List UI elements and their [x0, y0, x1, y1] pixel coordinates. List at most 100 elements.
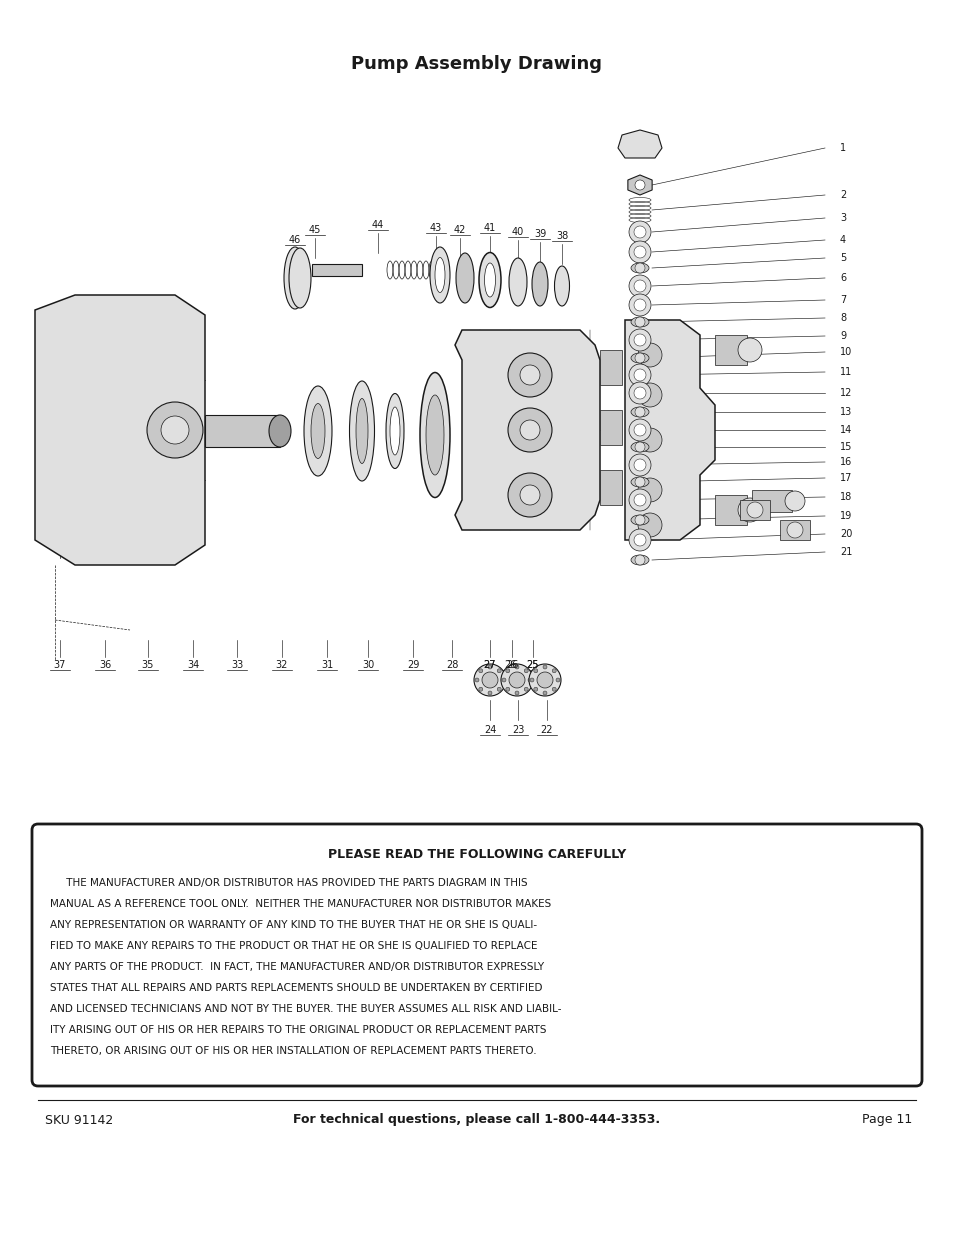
Text: 39: 39: [534, 228, 545, 240]
Circle shape: [634, 459, 645, 471]
Text: SKU 91142: SKU 91142: [45, 1114, 113, 1126]
Circle shape: [628, 529, 650, 551]
Text: 26: 26: [505, 659, 517, 671]
Circle shape: [634, 387, 645, 399]
Circle shape: [634, 369, 645, 382]
Circle shape: [507, 353, 552, 396]
Circle shape: [534, 669, 537, 673]
Polygon shape: [455, 330, 599, 530]
Text: FIED TO MAKE ANY REPAIRS TO THE PRODUCT OR THAT HE OR SHE IS QUALIFIED TO REPLAC: FIED TO MAKE ANY REPAIRS TO THE PRODUCT …: [50, 941, 537, 951]
Circle shape: [638, 478, 661, 501]
Text: 26: 26: [503, 659, 516, 671]
Circle shape: [628, 489, 650, 511]
Circle shape: [634, 424, 645, 436]
Circle shape: [515, 692, 518, 695]
Circle shape: [628, 419, 650, 441]
Circle shape: [628, 241, 650, 263]
Circle shape: [497, 687, 500, 692]
Circle shape: [635, 180, 644, 190]
Circle shape: [537, 672, 553, 688]
Bar: [599, 471, 621, 505]
Ellipse shape: [289, 248, 311, 308]
Text: 19: 19: [840, 511, 851, 521]
Text: 24: 24: [483, 725, 496, 735]
Text: 3: 3: [840, 212, 845, 224]
Text: 34: 34: [187, 659, 199, 671]
Circle shape: [500, 678, 504, 682]
Circle shape: [638, 343, 661, 367]
Ellipse shape: [430, 247, 450, 303]
Ellipse shape: [509, 258, 526, 306]
Text: 14: 14: [840, 425, 851, 435]
Circle shape: [519, 485, 539, 505]
Circle shape: [634, 280, 645, 291]
Circle shape: [527, 678, 532, 682]
Text: 33: 33: [231, 659, 243, 671]
Ellipse shape: [630, 515, 648, 525]
Text: 42: 42: [454, 225, 466, 235]
Circle shape: [530, 678, 534, 682]
Circle shape: [634, 246, 645, 258]
Text: 4: 4: [840, 235, 845, 245]
Circle shape: [628, 221, 650, 243]
Circle shape: [474, 664, 505, 697]
Text: 32: 32: [275, 659, 288, 671]
Text: 9: 9: [840, 331, 845, 341]
Bar: [599, 410, 621, 445]
Ellipse shape: [304, 387, 332, 475]
Text: 21: 21: [840, 547, 851, 557]
Circle shape: [500, 664, 533, 697]
Circle shape: [478, 687, 482, 692]
Text: 27: 27: [483, 659, 496, 671]
Text: 18: 18: [840, 492, 851, 501]
Circle shape: [628, 294, 650, 316]
FancyBboxPatch shape: [32, 824, 921, 1086]
Circle shape: [542, 664, 546, 669]
Text: THERETO, OR ARISING OUT OF HIS OR HER INSTALLATION OF REPLACEMENT PARTS THERETO.: THERETO, OR ARISING OUT OF HIS OR HER IN…: [50, 1046, 536, 1056]
Circle shape: [552, 669, 556, 673]
Polygon shape: [35, 295, 205, 564]
Circle shape: [628, 454, 650, 475]
Bar: [714, 335, 746, 366]
Ellipse shape: [630, 442, 648, 452]
Ellipse shape: [355, 399, 368, 463]
Text: 45: 45: [309, 225, 321, 235]
Text: ANY PARTS OF THE PRODUCT.  IN FACT, THE MANUFACTURER AND/OR DISTRIBUTOR EXPRESSL: ANY PARTS OF THE PRODUCT. IN FACT, THE M…: [50, 962, 543, 972]
Ellipse shape: [386, 394, 403, 468]
Ellipse shape: [269, 415, 291, 447]
Text: 27: 27: [483, 659, 496, 671]
Circle shape: [628, 364, 650, 387]
Ellipse shape: [630, 353, 648, 363]
Text: THE MANUFACTURER AND/OR DISTRIBUTOR HAS PROVIDED THE PARTS DIAGRAM IN THIS: THE MANUFACTURER AND/OR DISTRIBUTOR HAS …: [50, 878, 527, 888]
Circle shape: [475, 678, 478, 682]
Ellipse shape: [554, 266, 569, 306]
Text: 25: 25: [526, 659, 538, 671]
Text: 31: 31: [320, 659, 333, 671]
Circle shape: [488, 664, 492, 669]
Ellipse shape: [284, 247, 306, 309]
Bar: [740, 500, 769, 520]
Text: 29: 29: [406, 659, 418, 671]
Circle shape: [488, 692, 492, 695]
Circle shape: [529, 664, 560, 697]
Circle shape: [515, 664, 518, 669]
Circle shape: [147, 403, 203, 458]
Ellipse shape: [435, 258, 444, 293]
Ellipse shape: [630, 555, 648, 564]
Text: 30: 30: [361, 659, 374, 671]
Circle shape: [635, 442, 644, 452]
Circle shape: [786, 522, 802, 538]
Text: 43: 43: [430, 224, 441, 233]
Text: 22: 22: [540, 725, 553, 735]
Text: 2: 2: [840, 190, 845, 200]
Circle shape: [634, 494, 645, 506]
Circle shape: [638, 383, 661, 408]
Bar: [205, 415, 280, 447]
Text: 25: 25: [526, 659, 538, 671]
Text: 6: 6: [840, 273, 845, 283]
Circle shape: [784, 492, 804, 511]
Text: 41: 41: [483, 224, 496, 233]
Text: MANUAL AS A REFERENCE TOOL ONLY.  NEITHER THE MANUFACTURER NOR DISTRIBUTOR MAKES: MANUAL AS A REFERENCE TOOL ONLY. NEITHER…: [50, 899, 551, 909]
Text: 10: 10: [840, 347, 851, 357]
Circle shape: [523, 687, 528, 692]
